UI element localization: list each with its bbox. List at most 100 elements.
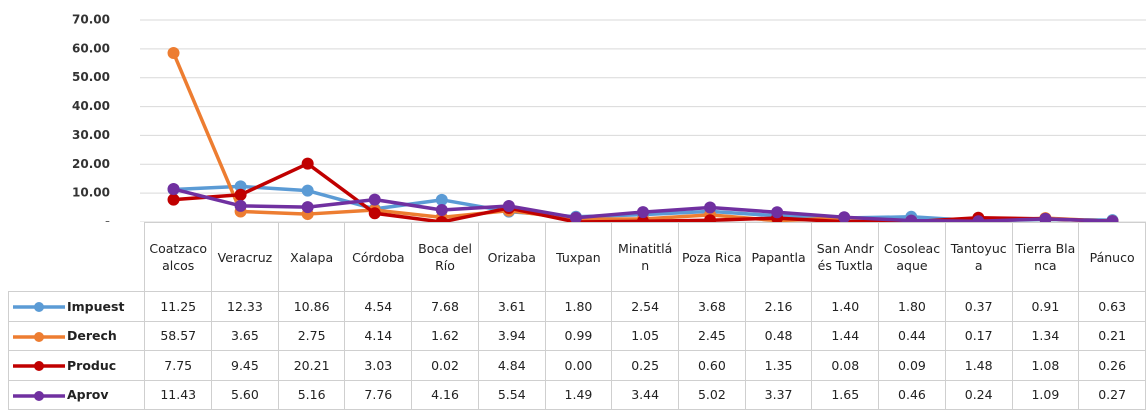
y-tick-label: 10.00 [72,186,110,200]
value-cell: 10.86 [277,291,346,322]
value-cell: 0.02 [411,350,479,381]
marker [301,184,314,197]
y-tick-label: 30.00 [72,128,110,142]
marker [704,201,717,214]
value-cell: 1.48 [944,350,1013,381]
marker [905,214,918,222]
value-cell: 0.00 [544,350,613,381]
value-cell: 0.46 [878,379,946,410]
legend-label: Aprov [67,387,109,402]
marker [167,183,180,196]
marker [569,211,582,222]
marker [435,203,448,216]
value-cell: 1.65 [811,379,880,410]
value-cell: 2.45 [678,320,746,351]
category-label: Tierra Blanca [1011,222,1080,292]
value-cell: 2.54 [611,291,680,322]
value-cell: 9.45 [211,350,279,381]
category-label: Coatzacoalcos [144,222,213,292]
value-cell: 0.21 [1078,320,1146,351]
legend-swatch [13,361,65,371]
series-row: Aprov 11.43 5.60 5.16 7.76 4.16 5.54 1.49 3.44 5.… [7,379,1146,410]
value-cell: 0.60 [678,350,746,381]
value-cell: 3.61 [477,291,546,322]
value-cell: 0.99 [544,320,613,351]
value-cell: 5.02 [678,379,746,410]
value-cell: 4.84 [477,350,546,381]
value-cell: 1.44 [811,320,880,351]
value-cell: 2.75 [277,320,346,351]
value-cell: 2.16 [744,291,813,322]
chart: - 10.00 20.00 30.00 40.00 50.00 60.00 70.00 [72,13,1146,222]
category-label: Minatitlán [611,222,680,292]
marker [167,46,180,59]
value-cell: 1.35 [744,350,813,381]
value-cell: 5.54 [477,379,546,410]
marker [502,200,515,213]
value-cell: 1.80 [544,291,613,322]
header-row: Coatzacoalcos Veracruz Xalapa Córdoba Boca d… [9,222,1146,292]
category-label: Córdoba [344,222,413,292]
marker [234,199,247,212]
marker [704,214,717,222]
legend-entry: Derech [7,320,146,351]
marker [167,193,180,206]
value-cell: 0.63 [1078,291,1146,322]
value-cell: 1.09 [1011,379,1080,410]
value-cell: 3.68 [678,291,746,322]
marker [368,193,381,206]
category-label: Cosoleacaque [878,222,946,292]
swatch-marker [34,331,44,342]
value-cell: 0.27 [1078,379,1146,410]
category-label: Boca del Río [411,222,479,292]
series-row: Impuest 11.25 12.33 10.86 4.54 7.68 3.61 1.80 2.… [7,291,1146,322]
marker [1106,215,1119,222]
value-cell: 4.54 [344,291,413,322]
category-label: Tuxpan [544,222,613,292]
y-tick-label: 40.00 [72,99,110,113]
value-cell: 4.14 [344,320,413,351]
value-cell: 5.60 [211,379,279,410]
value-cell: 58.57 [144,320,213,351]
value-cell: 0.37 [944,291,1013,322]
legend-entry: Produc [7,350,146,381]
y-tick-label: 60.00 [72,41,110,55]
marker [234,180,247,193]
marker [838,211,851,222]
marker [368,207,381,220]
value-cell: 20.21 [277,350,346,381]
marker [301,157,314,170]
value-cell: 1.80 [878,291,946,322]
legend-label: Derech [67,328,117,343]
value-cell: 3.37 [744,379,813,410]
marker [1039,212,1052,222]
value-cell: 3.94 [477,320,546,351]
series-line [171,52,1113,222]
category-label: Pánuco [1078,222,1146,292]
value-cell: 1.40 [811,291,880,322]
value-cell: 3.65 [211,320,279,351]
marker [435,193,448,206]
marker [972,215,985,222]
value-cell: 11.43 [144,379,213,410]
category-label: Veracruz [211,222,279,292]
swatch-marker [34,390,44,401]
y-tick-label: 50.00 [72,70,110,84]
category-label: Poza Rica [678,222,746,292]
legend-swatch [13,331,65,342]
category-label: Tantoyuca [944,222,1013,292]
value-cell: 0.25 [611,350,680,381]
swatch-marker [34,361,44,371]
legend-swatch [13,302,65,312]
value-cell: 0.48 [744,320,813,351]
value-cell: 0.17 [944,320,1013,351]
value-cell: 1.34 [1011,320,1080,351]
swatch-marker [34,302,44,312]
value-cell: 5.16 [277,379,346,410]
value-cell: 0.24 [944,379,1013,410]
value-cell: 11.25 [144,291,213,322]
value-cell: 1.05 [611,320,680,351]
data-table: Coatzacoalcos Veracruz Xalapa Córdoba Boca d… [7,222,1146,410]
value-cell: 3.44 [611,379,680,410]
